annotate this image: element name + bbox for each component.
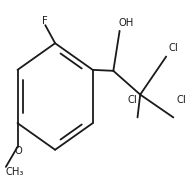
- Text: Cl: Cl: [128, 95, 137, 105]
- Text: Cl: Cl: [176, 95, 186, 105]
- Text: CH₃: CH₃: [6, 167, 24, 177]
- Text: F: F: [42, 16, 47, 26]
- Text: OH: OH: [118, 18, 133, 28]
- Text: O: O: [14, 146, 22, 156]
- Text: Cl: Cl: [169, 43, 179, 53]
